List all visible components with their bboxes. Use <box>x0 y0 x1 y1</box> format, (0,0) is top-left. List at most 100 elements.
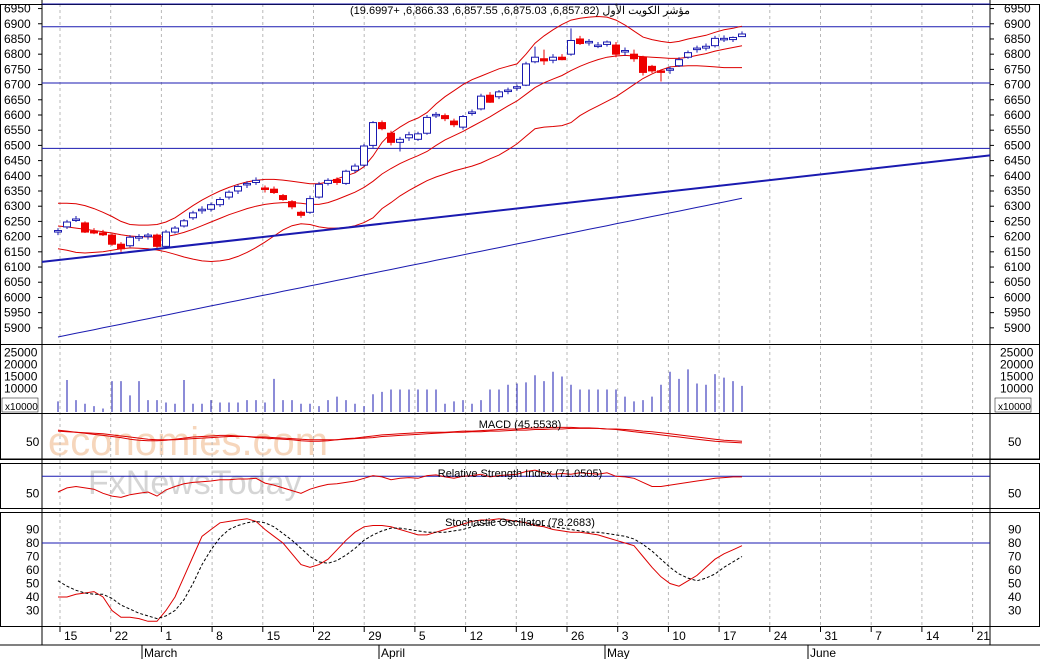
price-tick-label-left: 6750 <box>4 62 31 76</box>
date-tick-label: 24 <box>774 629 788 643</box>
candle-body <box>684 52 692 58</box>
price-tick-label-right: 6850 <box>1004 32 1031 46</box>
oscillator-series-line <box>57 520 743 620</box>
candle-body <box>450 120 458 126</box>
candle-body <box>729 36 737 41</box>
date-tick-label: 15 <box>267 629 281 643</box>
oscillator-tick-label-right: 50 <box>1008 486 1022 500</box>
candle-body <box>234 185 242 192</box>
candle-body <box>216 199 224 206</box>
candle-body <box>126 236 134 247</box>
candle-body <box>81 222 89 233</box>
candle-body <box>360 145 368 166</box>
bollinger-lower-line <box>57 65 742 263</box>
candle-body <box>279 195 287 201</box>
price-tick-label-right: 6100 <box>1004 260 1031 274</box>
oscillator-series-line <box>57 427 743 442</box>
candle-body <box>522 63 530 86</box>
month-label: May <box>607 646 630 659</box>
volume-unit-box-left <box>1 397 39 413</box>
main-chart-title: مؤشر الكويت الأول (6,857.82, 6,875.03, 6… <box>350 3 690 17</box>
candle-body <box>630 53 638 60</box>
month-label: April <box>381 646 405 659</box>
candle-body <box>549 56 557 61</box>
candle-body <box>603 41 611 45</box>
macd-pane: 50 50 MACD (45.5538) <box>26 419 1022 449</box>
date-axis: 15 22 1 8 15 22 29 5 12 19 26 3 10 17 24 31 7 14 21 March A… <box>59 626 990 659</box>
price-tick-label-right: 6950 <box>1004 2 1031 16</box>
candle-body <box>189 212 197 219</box>
candle-body <box>567 39 575 55</box>
macd-axis-ticks: 50 50 <box>26 435 1022 449</box>
candle-body <box>675 59 683 67</box>
volume-tick-label-left: 15000 <box>4 369 38 383</box>
price-tick-label-left: 6000 <box>4 290 31 304</box>
candle-body <box>288 201 296 208</box>
price-tick-label-left: 6050 <box>4 275 31 289</box>
price-tick-label-left: 6700 <box>4 78 31 92</box>
price-tick-label-left: 6150 <box>4 245 31 259</box>
price-tick-label-left: 6950 <box>4 2 31 16</box>
oscillator-tick-label-right: 50 <box>1008 577 1022 591</box>
candle-body <box>333 178 341 183</box>
candle-body <box>486 94 494 103</box>
price-tick-label-left: 6850 <box>4 32 31 46</box>
candle-body <box>540 58 548 62</box>
price-tick-label-right: 5900 <box>1004 321 1031 335</box>
month-label: June <box>810 646 836 659</box>
candle-body <box>99 232 107 236</box>
price-tick-label-right: 5950 <box>1004 306 1031 320</box>
candle-body <box>441 115 449 120</box>
watermark-economies: economies.com <box>48 420 328 464</box>
oscillator-tick-label-left: 80 <box>26 536 40 550</box>
price-tick-label-right: 6450 <box>1004 154 1031 168</box>
price-tick-label-right: 6250 <box>1004 214 1031 228</box>
candle-body <box>423 116 431 134</box>
candle-body <box>252 179 260 183</box>
candle-body <box>72 218 80 221</box>
date-tick-label: 8 <box>216 629 223 643</box>
candle-body <box>324 179 332 184</box>
oscillator-tick-label-right: 30 <box>1008 604 1022 618</box>
candle-body <box>648 65 656 72</box>
oscillator-tick-label-right: 90 <box>1008 523 1022 537</box>
rsi-pane: 50 50 Relative Strength Index (71.0505) <box>26 468 1022 500</box>
candle-body <box>306 198 314 213</box>
rsi-lines <box>57 469 742 498</box>
date-tick-label: 29 <box>368 629 382 643</box>
rsi-title: Relative Strength Index (71.0505) <box>438 468 603 480</box>
stochastic-title: Stochastic Oscillator (78.2683) <box>445 517 595 529</box>
candle-body <box>621 50 629 53</box>
price-tick-label-left: 6800 <box>4 47 31 61</box>
date-tick-label: 19 <box>520 629 534 643</box>
date-tick-label: 7 <box>875 629 882 643</box>
grid-lines <box>59 4 974 626</box>
trend-line <box>41 154 991 263</box>
volume-unit-label-right: x10000 <box>998 402 1031 413</box>
price-tick-label-left: 6550 <box>4 123 31 137</box>
candlesticks <box>54 28 746 252</box>
price-tick-label-left: 6350 <box>4 184 31 198</box>
price-tick-label-right: 6400 <box>1004 169 1031 183</box>
candle-body <box>432 113 440 117</box>
oscillator-tick-label-left: 50 <box>26 486 40 500</box>
price-tick-label-right: 6800 <box>1004 47 1031 61</box>
candle-body <box>207 204 215 210</box>
volume-tick-label-left: 10000 <box>4 381 38 395</box>
price-tick-label-left: 6500 <box>4 138 31 152</box>
oscillator-tick-label-left: 50 <box>26 435 40 449</box>
price-tick-label-left: 6600 <box>4 108 31 122</box>
date-tick-label: 3 <box>622 629 629 643</box>
candle-body <box>513 86 521 89</box>
candle-body <box>585 40 593 44</box>
oscillator-tick-label-left: 40 <box>26 590 40 604</box>
candle-body <box>414 133 422 140</box>
candle-body <box>378 122 386 130</box>
date-tick-label: 26 <box>571 629 585 643</box>
